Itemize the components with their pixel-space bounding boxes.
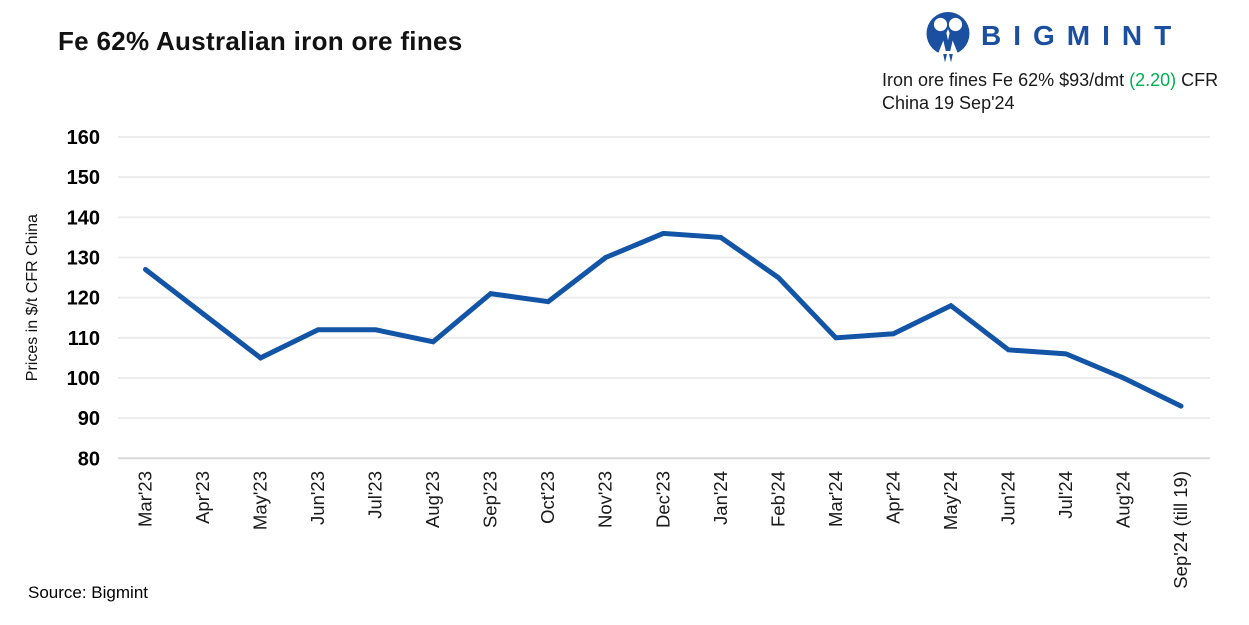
- y-tick-label: 130: [67, 247, 100, 269]
- y-axis-title: Prices in $/t CFR China: [24, 214, 41, 381]
- y-tick-label: 140: [67, 207, 100, 229]
- x-tick-label: Jul'23: [365, 471, 386, 519]
- x-tick-label: Feb'24: [767, 471, 788, 527]
- x-tick-label: Nov'23: [595, 471, 616, 528]
- x-tick-label: May'23: [250, 471, 271, 530]
- y-tick-label: 120: [67, 288, 100, 310]
- price-ticker: Iron ore fines Fe 62% $93/dmt (2.20) CFR…: [882, 69, 1242, 115]
- brand-name: BIGMINT: [981, 20, 1184, 51]
- x-tick-label: Apr'24: [882, 471, 903, 524]
- x-tick-label: Jun'24: [997, 471, 1018, 525]
- x-tick-label: Mar'23: [135, 471, 156, 527]
- x-tick-label: Sep'23: [480, 471, 501, 528]
- y-tick-label: 110: [68, 328, 100, 350]
- y-tick-label: 100: [67, 368, 100, 390]
- y-tick-label: 90: [78, 408, 100, 430]
- ticker-change-value: (2.20): [1129, 70, 1177, 90]
- x-tick-label: Dec'23: [652, 471, 673, 528]
- price-line: [143, 230, 1184, 409]
- x-tick-label: Sep'24 (till 19): [1170, 471, 1191, 589]
- bigmint-logo-icon: [926, 12, 970, 63]
- x-tick-label: Aug'24: [1113, 471, 1134, 528]
- x-tick-label: Jan'24: [710, 471, 731, 525]
- y-tick-label: 80: [78, 448, 100, 470]
- x-tick-label: Oct'23: [537, 471, 558, 524]
- x-tick-label: May'24: [940, 471, 961, 530]
- x-tick-label: Apr'23: [192, 471, 213, 524]
- y-tick-label: 160: [67, 127, 100, 149]
- x-tick-label: Jun'23: [307, 471, 328, 525]
- x-tick-label: Aug'23: [422, 471, 443, 528]
- source-note: Source: Bigmint: [28, 583, 148, 602]
- bigmint-logo: BIGMINT: [924, 10, 1183, 68]
- ticker-text-1: Iron ore fines Fe 62% $93/dmt: [882, 70, 1130, 90]
- y-tick-label: 150: [67, 167, 100, 189]
- ticker-text-3: China 19 Sep'24: [882, 93, 1015, 113]
- page-title: Fe 62% Australian iron ore fines: [58, 26, 463, 56]
- x-tick-label: Mar'24: [825, 471, 846, 527]
- x-tick-label: Jul'24: [1055, 471, 1076, 519]
- ticker-text-2: CFR: [1176, 70, 1219, 90]
